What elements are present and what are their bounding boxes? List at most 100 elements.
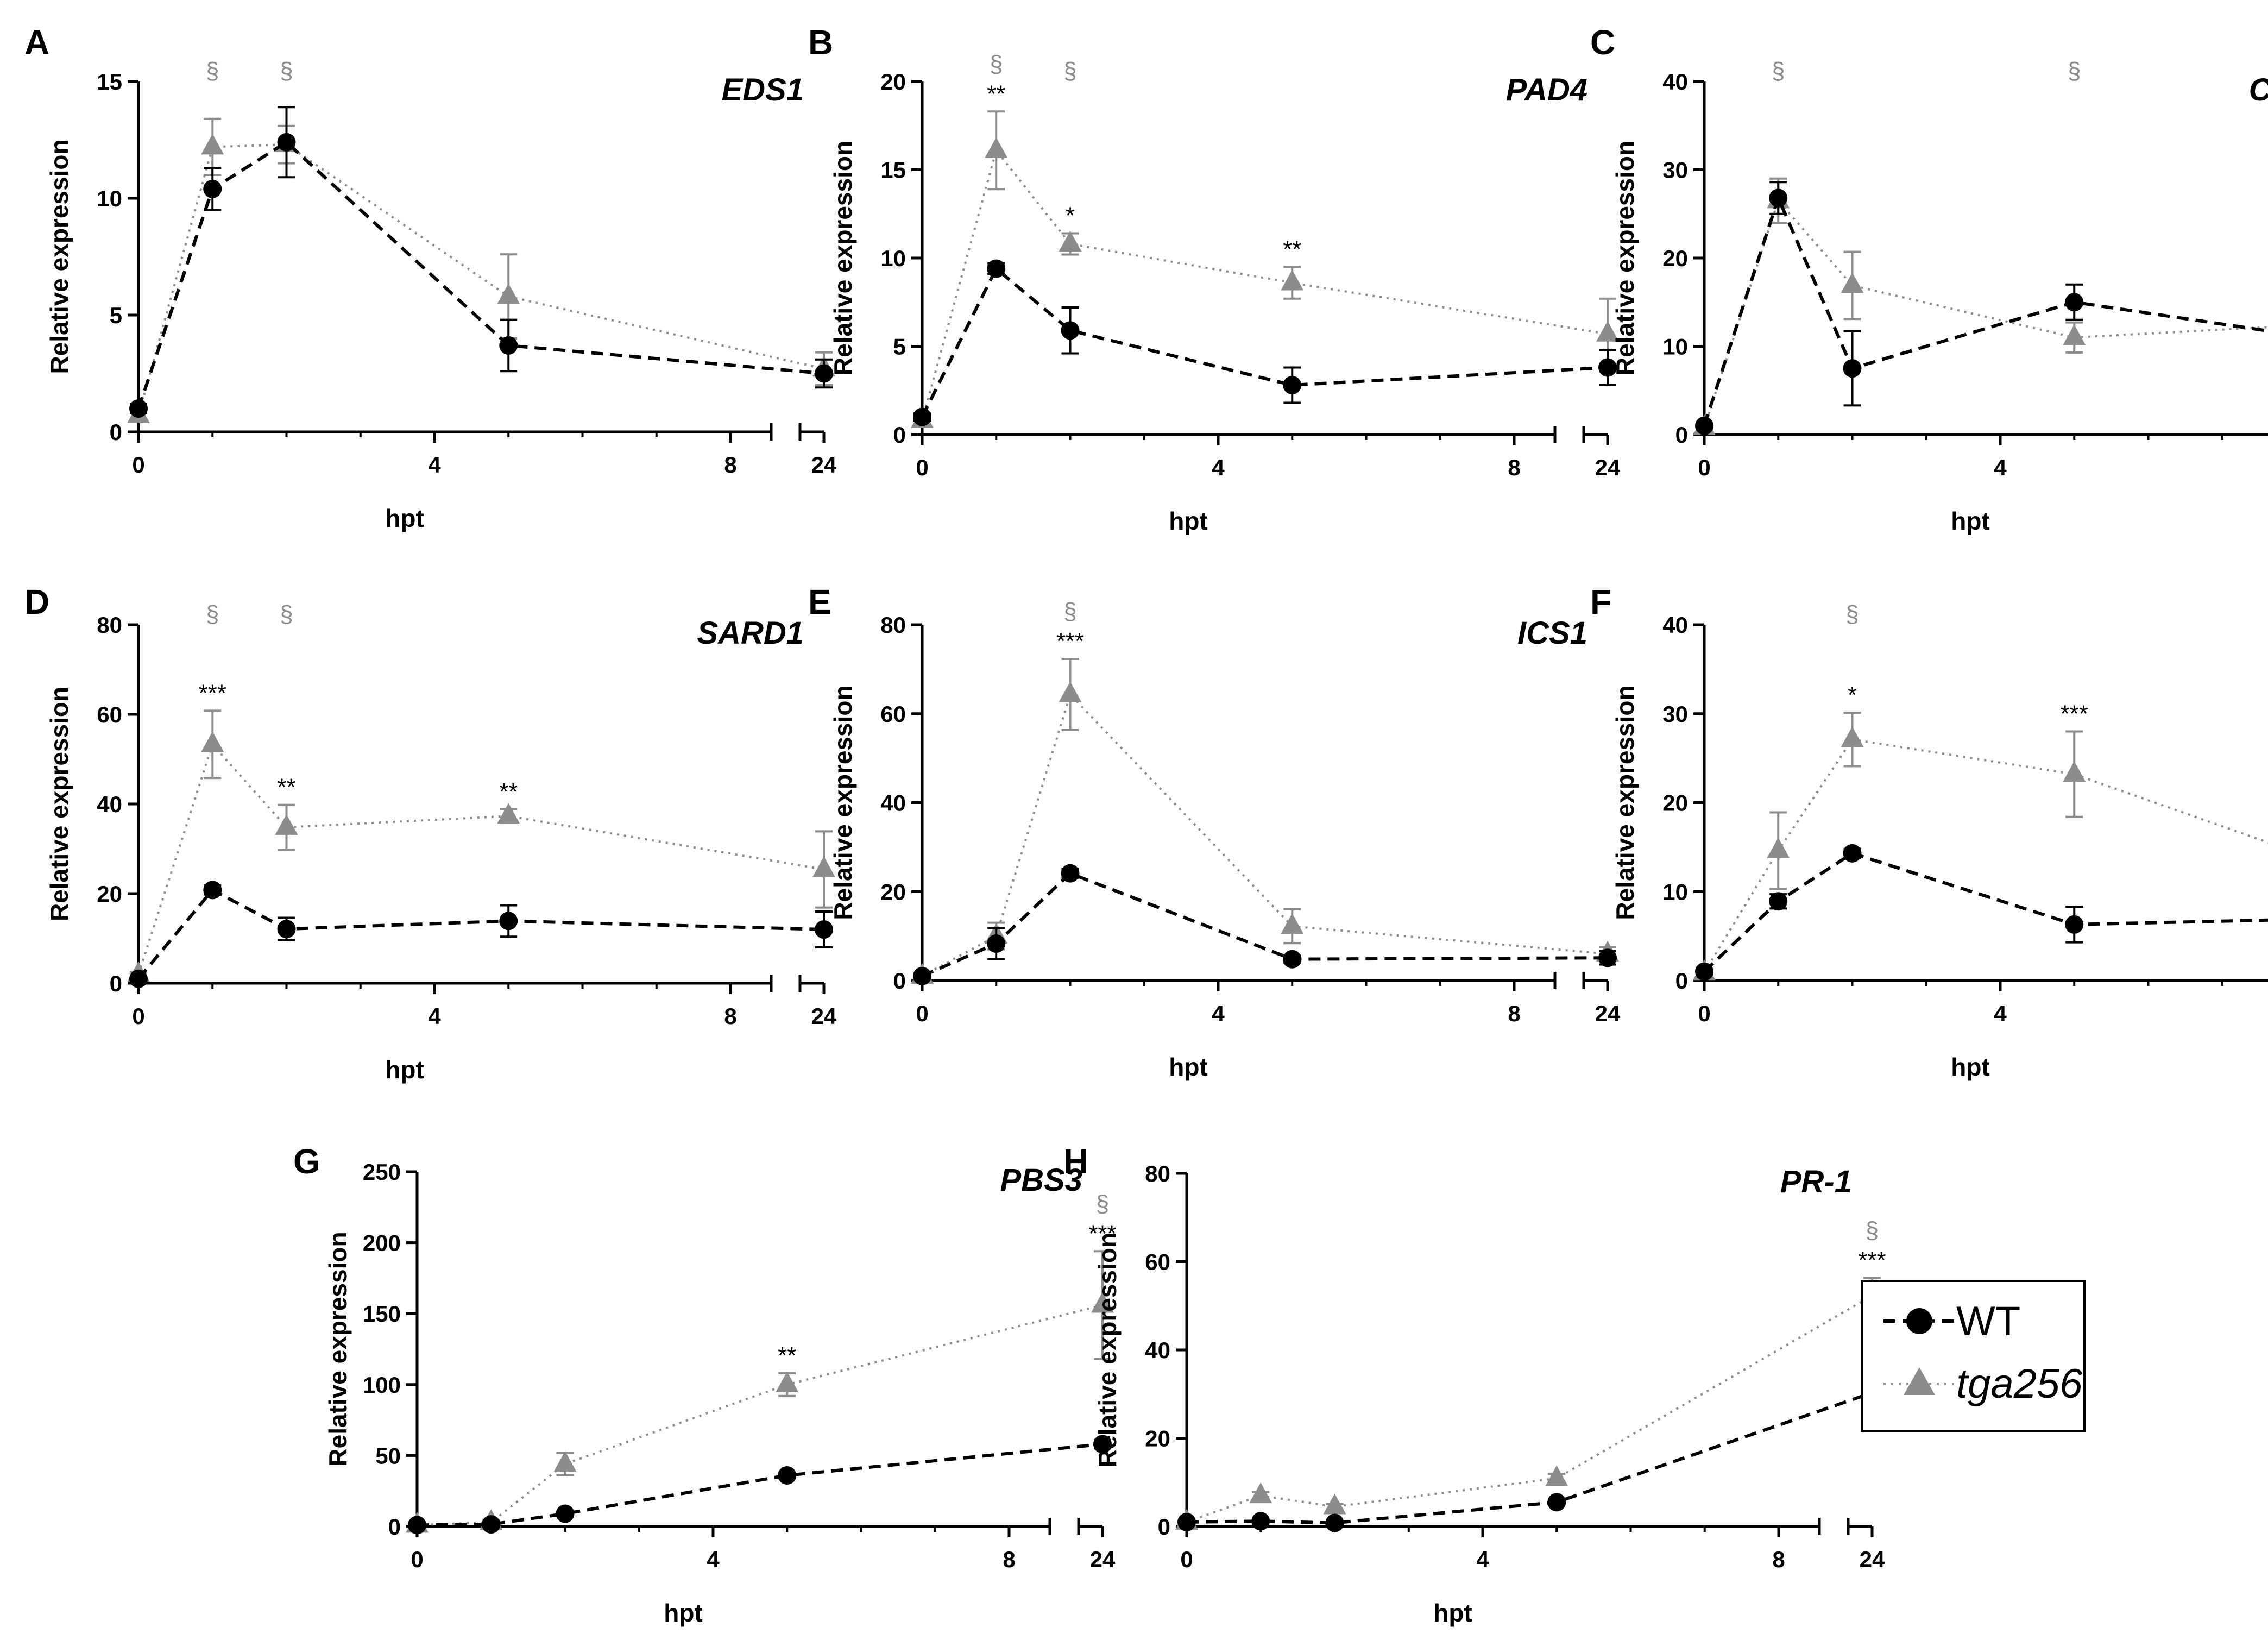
data-point-wt: [778, 1466, 797, 1485]
series-line-tga256: [1703, 198, 2268, 428]
series-line-wt: [137, 140, 824, 409]
data-point-wt: [1843, 844, 1862, 863]
data-point-tga256: [2063, 324, 2086, 345]
data-point-wt: [1251, 1512, 1270, 1531]
gene-title: EDS1: [721, 72, 804, 108]
data-point-wt: [1695, 416, 1713, 435]
x-axis-label: hpt: [385, 504, 424, 532]
section-mark: §: [1772, 58, 1785, 84]
y-tick-label: 10: [880, 246, 906, 271]
x-tick-label: 24: [811, 452, 837, 477]
y-tick-label: 60: [880, 701, 906, 727]
series-line-wt: [1703, 851, 2268, 973]
significance-label: *: [1066, 203, 1075, 229]
data-point-tga256: [1545, 1465, 1568, 1486]
y-tick-label: 150: [363, 1301, 401, 1327]
data-point-tga256: [1841, 726, 1864, 747]
panel-letter: A: [24, 23, 49, 62]
gene-title: ICS1: [1517, 615, 1587, 651]
panel-G: G PBS3 0 50 100 150 200 250 Relative expression 0…: [293, 1142, 1117, 1627]
data-point-tga256: [1249, 1482, 1272, 1504]
gene-title: PAD4: [1506, 72, 1587, 108]
panel-D: D SARD1 0 20 40 60 80 Relative expression 0 4 8 24 h…: [24, 582, 837, 1084]
gene-title: PBS3: [1000, 1163, 1082, 1198]
x-tick-label: 8: [1003, 1547, 1015, 1572]
y-tick-label: 200: [363, 1230, 401, 1256]
panel-letter: B: [808, 23, 833, 62]
panel-H: H PR-1 0 20 40 60 80 Relative expression 0 4 8 24 hp…: [1063, 1142, 1886, 1627]
panel-B: B PAD4 0 5 10 15 20 Relative expression 0 4 8 24 hpt…: [808, 23, 1621, 535]
x-tick-label: 8: [1508, 455, 1520, 480]
x-tick-label: 4: [707, 1547, 720, 1572]
series-line-wt: [1186, 1391, 1873, 1525]
y-tick-label: 0: [110, 971, 122, 996]
data-point-wt: [1283, 950, 1302, 969]
x-tick-label: 8: [1508, 1001, 1520, 1026]
y-axis-label: Relative expression: [324, 1231, 352, 1466]
data-point-tga256: [201, 134, 224, 155]
data-point-wt: [1598, 358, 1617, 377]
data-point-wt: [1769, 892, 1788, 911]
series-line-tga256: [417, 1304, 1103, 1526]
data-point-wt: [1695, 962, 1713, 981]
series-line-wt: [921, 266, 1608, 418]
section-mark: §: [1866, 1217, 1879, 1244]
data-point-wt: [2065, 293, 2084, 312]
data-point-wt: [913, 966, 931, 985]
data-point-wt: [203, 881, 222, 900]
series-line-wt: [921, 871, 1608, 978]
x-tick-label: 0: [1180, 1547, 1193, 1572]
x-axis-label: hpt: [1951, 1053, 1990, 1081]
significance-label: **: [277, 774, 295, 801]
series-line-tga256: [137, 742, 824, 975]
y-tick-label: 30: [1662, 701, 1688, 727]
data-point-tga256: [812, 856, 835, 877]
x-axis-label: hpt: [1169, 507, 1208, 535]
y-tick-label: 15: [880, 158, 906, 183]
x-tick-label: 0: [411, 1547, 423, 1572]
data-point-wt: [556, 1504, 575, 1523]
significance-label: ***: [1858, 1247, 1886, 1274]
section-mark: §: [280, 58, 293, 84]
x-tick-label: 4: [428, 1003, 441, 1029]
data-point-wt: [987, 259, 1006, 278]
series-line-tga256: [1186, 1295, 1873, 1523]
data-point-tga256: [1059, 681, 1082, 702]
data-point-tga256: [1281, 269, 1304, 291]
y-tick-label: 250: [363, 1159, 401, 1185]
y-axis-label: Relative expression: [829, 141, 857, 375]
significance-label: ***: [199, 680, 226, 706]
y-tick-label: 80: [97, 612, 122, 638]
data-point-wt: [987, 934, 1006, 953]
y-tick-label: 40: [1662, 612, 1688, 638]
data-point-wt: [1325, 1513, 1344, 1532]
panel-C: CCBP60g010203040Relative expression04824…: [1590, 23, 2268, 535]
x-tick-label: 4: [1476, 1547, 1489, 1572]
significance-label: ***: [2061, 701, 2088, 727]
x-tick-label: 8: [724, 452, 736, 477]
y-tick-label: 80: [1145, 1161, 1170, 1186]
section-mark: §: [1063, 58, 1076, 84]
series-line-tga256: [137, 143, 824, 416]
legend-wt-label: WT: [1956, 1298, 2020, 1344]
data-point-wt: [277, 133, 296, 152]
panel-letter: E: [808, 582, 831, 621]
y-tick-label: 30: [1662, 158, 1688, 183]
x-axis-label: hpt: [664, 1599, 703, 1627]
section-mark: §: [206, 601, 219, 627]
data-point-tga256: [1596, 321, 1619, 342]
data-point-wt: [1177, 1512, 1196, 1531]
data-point-wt: [129, 969, 148, 988]
y-tick-label: 40: [1662, 69, 1688, 95]
y-axis-label: Relative expression: [1611, 685, 1639, 920]
y-tick-label: 10: [1662, 334, 1688, 360]
series-line-wt: [137, 888, 824, 980]
legend-box: [1861, 1280, 2086, 1432]
series-line-wt: [417, 1442, 1103, 1527]
panel-letter: D: [24, 582, 49, 621]
y-tick-label: 60: [97, 702, 122, 727]
x-tick-label: 24: [811, 1003, 837, 1029]
series-line-tga256: [922, 692, 1608, 977]
y-tick-label: 0: [893, 968, 906, 994]
